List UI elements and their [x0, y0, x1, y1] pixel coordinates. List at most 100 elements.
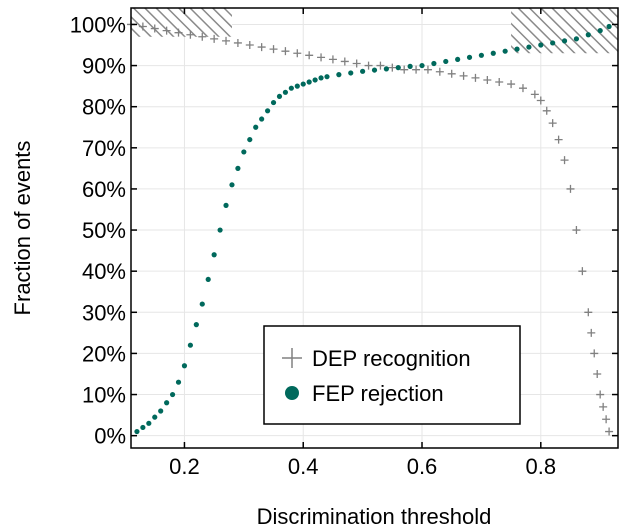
dep-point-16	[317, 53, 326, 62]
dep-point-30	[483, 75, 492, 84]
fep-point-17	[235, 165, 241, 171]
fep-point-6	[169, 391, 176, 398]
dep-point-39	[560, 156, 569, 165]
fep-point-2	[146, 420, 152, 426]
dep-point-45	[590, 349, 599, 358]
fep-point-47	[502, 48, 508, 54]
legend-plus-icon	[282, 348, 302, 368]
y-tick-label-1: 10%	[82, 383, 126, 408]
dep-point-25	[423, 65, 432, 74]
dep-point-3	[162, 26, 171, 35]
fep-point-16	[229, 182, 235, 188]
plot-frame	[130, 7, 619, 449]
dep-point-31	[495, 78, 504, 87]
dep-point-36	[542, 106, 551, 115]
fep-point-54	[585, 32, 591, 38]
fep-point-40	[419, 62, 425, 69]
dep-point-49	[602, 415, 611, 424]
fep-point-50	[538, 42, 544, 48]
dep-point-17	[328, 55, 337, 64]
fep-point-32	[324, 74, 330, 80]
fep-point-43	[455, 56, 461, 63]
dep-point-32	[507, 80, 516, 89]
dep-point-26	[435, 67, 444, 76]
series-1	[134, 23, 612, 435]
fep-point-44	[466, 54, 473, 60]
dep-point-47	[596, 390, 605, 399]
dep-point-37	[548, 119, 557, 128]
dep-point-5	[186, 30, 195, 39]
dep-point-50	[605, 427, 614, 436]
x-axis-label: Discrimination threshold	[257, 504, 492, 526]
dep-point-18	[340, 57, 349, 66]
fep-point-56	[606, 23, 612, 30]
fep-point-49	[526, 44, 532, 50]
fep-point-18	[241, 149, 247, 155]
y-tick-label-0: 0%	[94, 424, 126, 449]
x-tick-label-3: 0.8	[525, 454, 556, 479]
fep-point-10	[193, 322, 199, 328]
dep-point-22	[388, 63, 397, 72]
fep-point-4	[158, 408, 164, 414]
fep-point-46	[490, 50, 496, 56]
fep-point-0	[134, 428, 140, 435]
fep-point-9	[187, 342, 193, 348]
legend-label-fep: FEP rejection	[312, 381, 444, 406]
dep-point-9	[233, 38, 242, 47]
fep-point-14	[217, 227, 223, 233]
fep-point-25	[282, 89, 289, 95]
fep-point-15	[223, 202, 229, 208]
x-tick-label-1: 0.4	[288, 454, 319, 479]
fep-point-23	[270, 99, 277, 106]
y-axis-label: Fraction of events	[10, 141, 35, 316]
shaded-region-0	[131, 8, 232, 37]
fep-point-38	[395, 65, 401, 71]
shaded-regions	[131, 8, 618, 54]
fep-point-41	[431, 60, 437, 67]
dep-point-20	[364, 61, 373, 70]
y-tick-label-2: 20%	[82, 341, 126, 366]
fep-point-45	[478, 52, 485, 58]
fep-point-29	[306, 79, 312, 85]
dep-point-40	[566, 184, 575, 193]
y-tick-label-10: 100%	[70, 12, 126, 37]
dep-point-46	[593, 369, 602, 378]
dep-point-19	[352, 59, 361, 68]
fep-point-22	[264, 108, 271, 114]
y-tick-label-9: 90%	[82, 54, 126, 79]
y-tick-label-5: 50%	[82, 218, 126, 243]
dep-point-35	[536, 96, 545, 105]
fep-point-27	[294, 83, 300, 89]
dep-point-6	[198, 32, 207, 41]
dep-point-43	[584, 308, 593, 317]
legend-dot-icon	[285, 386, 299, 400]
dep-point-13	[281, 47, 290, 56]
fep-point-31	[318, 75, 324, 81]
legend-label-dep: DEP recognition	[312, 346, 471, 371]
fep-point-5	[164, 400, 170, 406]
fep-point-13	[211, 252, 217, 258]
dep-point-7	[210, 34, 219, 43]
fep-point-26	[288, 85, 294, 91]
dep-point-15	[305, 51, 314, 60]
dep-point-8	[222, 36, 231, 45]
fep-point-48	[514, 46, 520, 52]
fep-point-35	[360, 68, 366, 74]
fep-point-21	[259, 116, 265, 122]
dep-point-41	[572, 226, 581, 235]
dep-point-12	[269, 45, 278, 54]
legend-box	[263, 325, 521, 425]
fep-point-12	[205, 276, 211, 283]
fep-point-7	[175, 379, 182, 385]
legend-marker-fep	[285, 386, 299, 400]
fep-point-51	[550, 40, 556, 46]
dep-point-24	[412, 65, 421, 74]
legend-marker-dep	[282, 348, 302, 368]
dep-point-29	[471, 73, 480, 82]
y-tick-label-6: 60%	[82, 177, 126, 202]
fep-point-1	[140, 424, 146, 431]
ticks	[131, 8, 618, 448]
dep-point-34	[530, 90, 539, 99]
tick-labels: 0.2 0.4 0.6 0.8 0% 10% 20% 30% 40% 50% 60% 70% 80% 90…	[70, 12, 556, 479]
